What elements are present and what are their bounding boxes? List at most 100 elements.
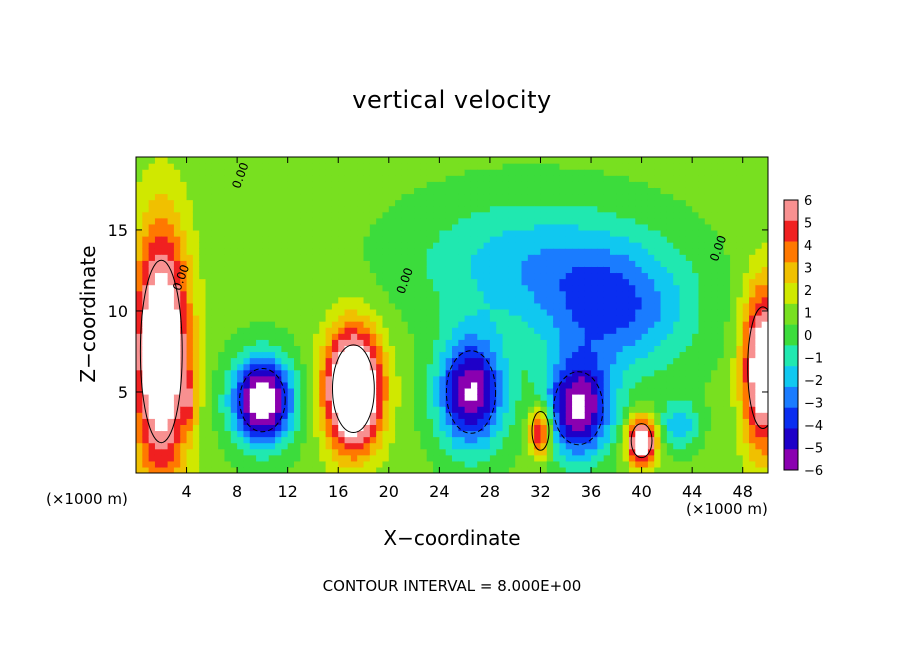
field-cell bbox=[534, 442, 542, 450]
field-cell bbox=[616, 466, 624, 473]
field-cell bbox=[249, 412, 257, 419]
field-cell bbox=[414, 327, 421, 334]
field-cell bbox=[154, 357, 162, 365]
field-cell bbox=[635, 242, 643, 249]
field-cell bbox=[704, 454, 712, 462]
field-cell bbox=[306, 448, 314, 456]
field-cell bbox=[515, 272, 523, 280]
field-cell bbox=[540, 187, 548, 195]
field-cell bbox=[610, 387, 617, 395]
field-cell bbox=[426, 460, 434, 468]
field-cell bbox=[154, 284, 162, 292]
field-cell bbox=[717, 157, 725, 164]
field-cell bbox=[224, 229, 232, 237]
field-cell bbox=[230, 321, 238, 328]
field-cell bbox=[572, 284, 579, 292]
field-cell bbox=[591, 242, 598, 249]
field-cell bbox=[654, 248, 662, 255]
field-cell bbox=[723, 345, 731, 353]
field-cell bbox=[331, 321, 339, 328]
field-cell bbox=[603, 157, 611, 164]
field-cell bbox=[546, 339, 554, 346]
field-cell bbox=[325, 381, 333, 389]
field-cell bbox=[331, 302, 339, 310]
field-cell bbox=[452, 236, 459, 243]
field-cell bbox=[205, 375, 213, 383]
field-cell bbox=[369, 321, 377, 328]
field-cell bbox=[452, 400, 459, 407]
field-cell bbox=[628, 284, 636, 292]
field-cell bbox=[622, 248, 630, 255]
field-cell bbox=[534, 308, 542, 316]
field-cell bbox=[287, 327, 295, 334]
field-cell bbox=[262, 466, 270, 473]
field-cell bbox=[628, 436, 636, 444]
field-cell bbox=[489, 351, 497, 359]
field-cell bbox=[698, 345, 706, 353]
field-cell bbox=[458, 333, 466, 340]
field-cell bbox=[483, 466, 491, 473]
field-cell bbox=[376, 460, 384, 468]
field-cell bbox=[704, 248, 712, 255]
field-cell bbox=[565, 394, 573, 401]
field-cell bbox=[502, 260, 510, 267]
field-cell bbox=[477, 381, 485, 389]
field-cell bbox=[243, 466, 251, 473]
field-cell bbox=[167, 412, 175, 419]
field-cell bbox=[199, 363, 207, 371]
field-cell bbox=[647, 284, 655, 292]
field-cell bbox=[357, 187, 365, 195]
field-cell bbox=[294, 460, 301, 468]
field-cell bbox=[426, 345, 434, 353]
field-cell bbox=[685, 466, 693, 473]
field-cell bbox=[186, 242, 194, 249]
field-cell bbox=[312, 236, 320, 243]
field-cell bbox=[445, 460, 453, 468]
field-cell bbox=[256, 412, 263, 419]
field-cell bbox=[483, 278, 491, 286]
field-cell bbox=[452, 394, 459, 401]
field-cell bbox=[477, 266, 485, 274]
field-cell bbox=[407, 272, 415, 280]
field-cell bbox=[666, 266, 674, 274]
field-cell bbox=[230, 290, 238, 298]
field-cell bbox=[350, 357, 358, 365]
field-cell bbox=[654, 199, 662, 207]
field-cell bbox=[363, 223, 371, 231]
field-cell bbox=[186, 308, 194, 316]
field-cell bbox=[414, 260, 421, 267]
field-cell bbox=[338, 345, 346, 353]
field-cell bbox=[698, 187, 706, 195]
field-cell bbox=[584, 406, 592, 413]
field-cell bbox=[578, 308, 586, 316]
field-cell bbox=[357, 181, 365, 188]
field-cell bbox=[205, 290, 213, 298]
field-cell bbox=[616, 254, 624, 261]
field-cell bbox=[262, 181, 270, 188]
field-cell bbox=[369, 199, 377, 207]
field-cell bbox=[527, 296, 535, 304]
field-cell bbox=[173, 211, 181, 219]
field-cell bbox=[654, 436, 662, 444]
field-cell bbox=[736, 266, 744, 274]
field-cell bbox=[376, 339, 384, 346]
field-cell bbox=[199, 181, 207, 188]
field-cell bbox=[369, 181, 377, 188]
field-cell bbox=[325, 375, 333, 383]
field-cell bbox=[565, 430, 573, 438]
field-cell bbox=[723, 339, 731, 346]
field-cell bbox=[142, 296, 150, 304]
field-cell bbox=[616, 448, 624, 456]
field-cell bbox=[388, 236, 396, 243]
field-cell bbox=[287, 345, 295, 353]
field-cell bbox=[338, 211, 346, 219]
field-cell bbox=[173, 278, 181, 286]
field-cell bbox=[186, 169, 194, 176]
field-cell bbox=[534, 205, 542, 213]
field-cell bbox=[136, 187, 143, 195]
field-cell bbox=[489, 321, 497, 328]
field-cell bbox=[357, 290, 365, 298]
field-cell bbox=[508, 272, 516, 280]
field-cell bbox=[262, 296, 270, 304]
field-cell bbox=[230, 454, 238, 462]
